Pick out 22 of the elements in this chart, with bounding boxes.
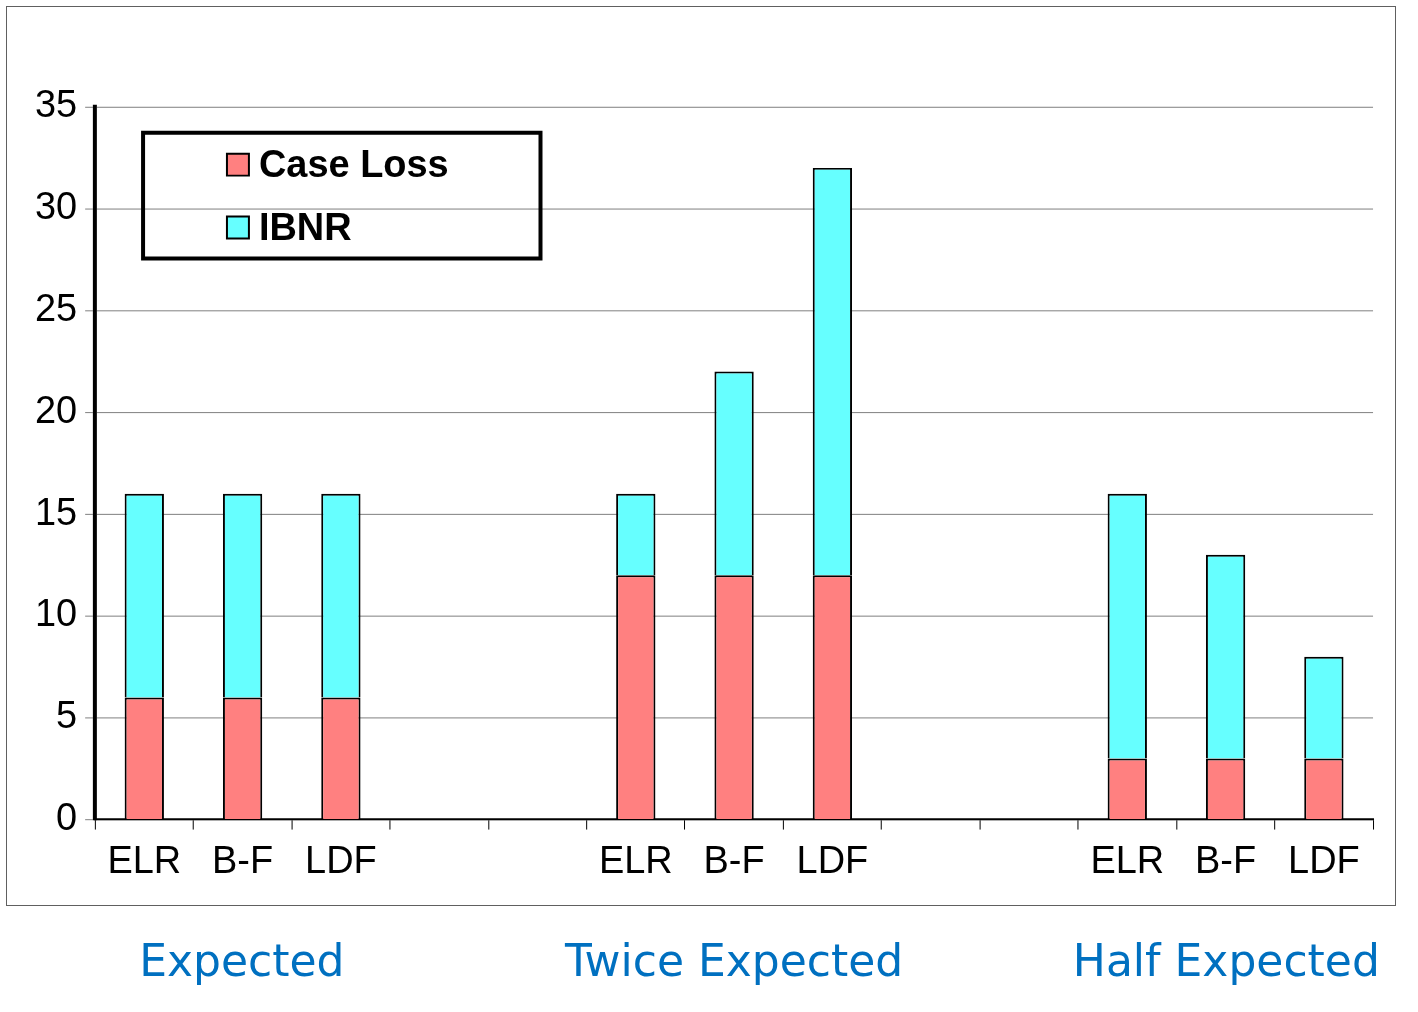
x-tick-label: B-F <box>212 838 274 881</box>
text: Expected <box>138 935 346 986</box>
y-tick-label: 30 <box>34 185 78 228</box>
y-tick-label: 35 <box>34 83 78 126</box>
x-tick-label: LDF <box>1288 838 1360 881</box>
x-tick-label: ELR <box>1090 838 1165 881</box>
x-tick-label: LDF <box>305 838 377 881</box>
x-tick-label: LDF <box>796 838 869 881</box>
legend-label: IBNR <box>258 205 352 248</box>
legend-label: Case Loss <box>258 143 449 186</box>
x-tick-label: B-F <box>1195 838 1257 881</box>
text: Twice Expected <box>563 935 905 986</box>
y-tick-label: 15 <box>34 490 78 533</box>
y-tick-label: 25 <box>34 286 78 329</box>
x-tick-label: ELR <box>598 838 673 881</box>
y-tick-label: 20 <box>34 388 78 431</box>
x-tick-label: B-F <box>703 838 765 881</box>
y-tick-label: 10 <box>34 592 78 635</box>
text: Half Expected <box>1071 935 1381 986</box>
y-tick-label: 0 <box>56 796 78 839</box>
x-tick-label: ELR <box>107 838 182 881</box>
y-tick-label: 5 <box>56 694 78 737</box>
